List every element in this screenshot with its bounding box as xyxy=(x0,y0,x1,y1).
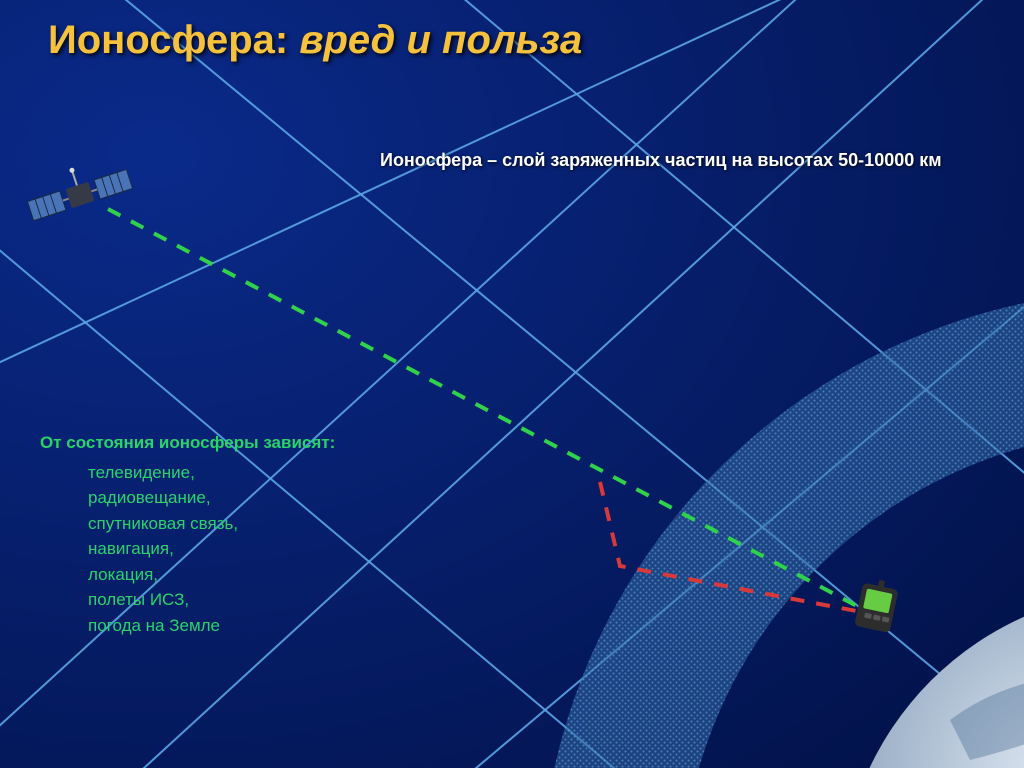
slide-title: Ионосфера: вред и польза xyxy=(48,18,582,63)
depends-lead: От состояния ионосферы зависят: xyxy=(40,430,335,456)
depends-item: телевидение, xyxy=(40,460,335,486)
title-part-b: вред и польза xyxy=(299,18,582,62)
title-part-a: Ионосфера: xyxy=(48,18,299,62)
depends-item: радиовещание, xyxy=(40,485,335,511)
depends-item: погода на Земле xyxy=(40,613,335,639)
depends-item: навигация, xyxy=(40,536,335,562)
depends-item: спутниковая связь, xyxy=(40,511,335,537)
depends-item: локация, xyxy=(40,562,335,588)
ionosphere-definition: Ионосфера – слой заряженных частиц на вы… xyxy=(380,150,942,171)
slide-stage: Ионосфера: вред и польза Ионосфера – сло… xyxy=(0,0,1024,768)
depends-item: полеты ИСЗ, xyxy=(40,587,335,613)
diagram-svg xyxy=(0,0,1024,768)
depends-list: От состояния ионосферы зависят: телевиде… xyxy=(40,430,335,638)
